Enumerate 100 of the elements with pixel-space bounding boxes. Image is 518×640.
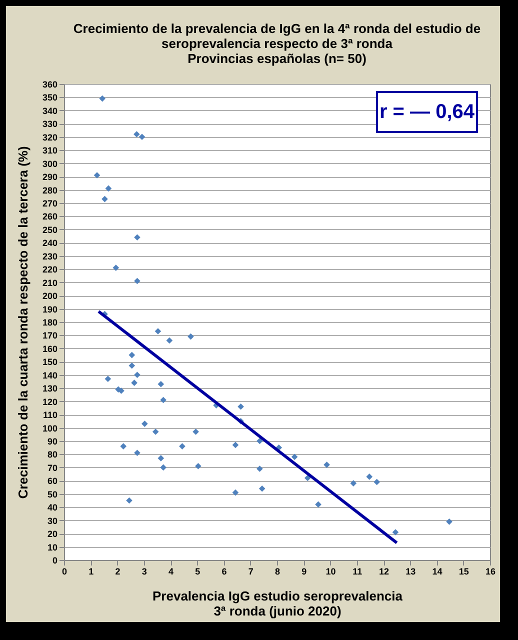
- y-tick-label: 110: [42, 410, 58, 420]
- x-axis-title: Prevalencia IgG estudio seroprevalencia 3ª ronda (junio 2020): [152, 588, 404, 618]
- point: [99, 95, 106, 102]
- point: [134, 278, 140, 284]
- point: [179, 443, 186, 450]
- y-tick-label: 180: [42, 318, 58, 328]
- point: [134, 234, 140, 241]
- y-tick-label: 220: [42, 264, 58, 275]
- point: [105, 185, 112, 192]
- x-tick-label: 9: [302, 566, 307, 576]
- y-tick-label: 160: [42, 344, 58, 354]
- x-tick-label: 15: [458, 566, 469, 576]
- point: [138, 134, 146, 140]
- point: [324, 462, 330, 468]
- chart-subtitle: Provincias españolas (n= 50): [188, 51, 366, 66]
- x-tick-label: 0: [62, 566, 68, 576]
- point: [126, 497, 132, 504]
- point: [192, 428, 199, 435]
- point: [94, 172, 100, 178]
- point: [154, 328, 162, 334]
- y-tick-label: 270: [42, 198, 58, 208]
- y-tick-label: 0: [52, 556, 58, 566]
- point: [366, 474, 373, 480]
- point: [131, 380, 138, 386]
- y-tick-label: 20: [47, 529, 58, 540]
- y-tick-label: 60: [47, 476, 58, 486]
- y-tick-label: 140: [42, 370, 58, 380]
- x-tick-label: 7: [248, 566, 254, 576]
- y-tick-label: 250: [42, 224, 58, 235]
- point: [104, 376, 112, 382]
- y-tick-label: 70: [47, 462, 58, 473]
- point: [315, 501, 322, 508]
- y-tick-label: 120: [42, 396, 58, 407]
- point: [195, 462, 202, 470]
- chart-title: Crecimiento de la prevalencia de IgG en la 4ª ronda del estudio de seroprevalencia respecto de 3ª ronda: [73, 21, 481, 51]
- y-tick-label: 300: [42, 158, 58, 169]
- point: [350, 480, 357, 486]
- point: [142, 420, 148, 427]
- y-tick-label: 100: [42, 423, 58, 434]
- point: [256, 466, 263, 472]
- point: [160, 396, 166, 404]
- x-tick-label: 14: [432, 566, 442, 576]
- y-tick-label: 150: [42, 357, 58, 368]
- point: [158, 455, 164, 462]
- point: [374, 478, 380, 486]
- y-axis-title: Crecimiento de la cuarta ronda respecto de la tercera (%): [15, 146, 30, 499]
- y-tick-label: 10: [47, 542, 58, 552]
- x-tick-label: 3: [142, 566, 147, 576]
- point: [232, 489, 239, 496]
- y-tick-label: 80: [47, 450, 58, 460]
- point: [446, 518, 452, 525]
- x-tick-label: 11: [352, 566, 362, 576]
- point: [134, 450, 140, 456]
- x-tick-label: 16: [485, 566, 496, 576]
- point: [128, 362, 136, 369]
- point: [152, 428, 159, 435]
- x-tick-label: 2: [115, 566, 120, 576]
- point: [158, 380, 164, 388]
- y-tick-label: 190: [42, 304, 58, 314]
- point: [291, 454, 298, 460]
- annotation: r = — 0,64: [379, 101, 476, 123]
- y-tick-label: 290: [42, 172, 58, 182]
- y-tick-label: 310: [42, 146, 58, 156]
- point: [304, 474, 311, 482]
- y-tick-label: 320: [42, 132, 58, 142]
- y-tick-label: 360: [42, 80, 58, 90]
- y-tick-label: 340: [42, 106, 58, 116]
- y-tick-label: 230: [42, 251, 58, 262]
- x-tick-label: 5: [195, 566, 200, 576]
- x-tick-label: 8: [274, 566, 280, 576]
- point: [134, 372, 140, 378]
- point: [232, 442, 239, 448]
- y-tick-label: 210: [42, 278, 58, 288]
- y-tick-label: 40: [47, 502, 58, 513]
- y-tick-label: 90: [47, 436, 58, 446]
- x-tick-label: 6: [222, 566, 227, 576]
- y-tick-label: 260: [42, 212, 58, 222]
- point: [238, 403, 244, 410]
- y-tick-label: 240: [42, 238, 58, 248]
- point: [128, 352, 136, 358]
- point: [160, 464, 166, 471]
- point: [166, 337, 173, 344]
- point: [258, 485, 266, 492]
- point: [102, 196, 108, 202]
- y-tick-label: 50: [47, 489, 58, 500]
- x-tick-label: 1: [88, 566, 94, 576]
- y-tick-label: 350: [42, 92, 58, 103]
- y-tick-label: 130: [42, 384, 58, 394]
- x-tick-label: 10: [326, 566, 336, 576]
- point: [392, 529, 399, 536]
- point: [112, 264, 120, 271]
- x-tick-label: 4: [168, 566, 174, 576]
- y-tick-label: 30: [47, 516, 58, 526]
- y-tick-label: 280: [42, 185, 58, 196]
- point: [188, 333, 194, 340]
- y-tick-label: 170: [42, 330, 58, 341]
- point: [120, 443, 127, 450]
- x-tick-label: 13: [406, 566, 416, 576]
- y-tick-label: 330: [42, 119, 58, 130]
- x-tick-label: 12: [378, 566, 390, 576]
